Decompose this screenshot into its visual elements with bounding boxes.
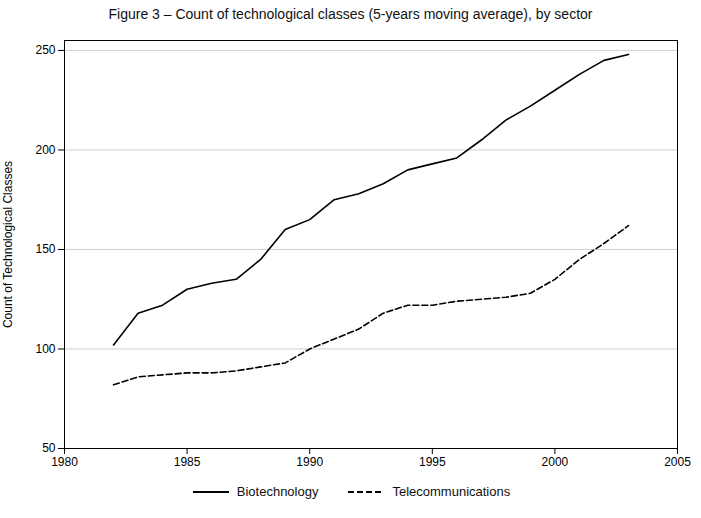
svg-text:2005: 2005 — [664, 455, 691, 469]
svg-text:1980: 1980 — [51, 455, 78, 469]
svg-text:1985: 1985 — [174, 455, 201, 469]
svg-text:1995: 1995 — [419, 455, 446, 469]
svg-text:2000: 2000 — [542, 455, 569, 469]
svg-text:200: 200 — [35, 143, 55, 157]
svg-text:50: 50 — [42, 441, 56, 455]
svg-text:250: 250 — [35, 43, 55, 57]
svg-text:150: 150 — [35, 242, 55, 256]
html-text:Biotechnology: Biotechnology — [236, 484, 319, 499]
svg-text:100: 100 — [35, 342, 55, 356]
html-text:Telecommunications: Telecommunications — [392, 484, 511, 499]
html-text:Figure 3 – Count of technologi: Figure 3 – Count of technological classe… — [108, 6, 593, 22]
svg-text:1990: 1990 — [296, 455, 323, 469]
svg-text:Count of Technological Classes: Count of Technological Classes — [1, 161, 15, 328]
